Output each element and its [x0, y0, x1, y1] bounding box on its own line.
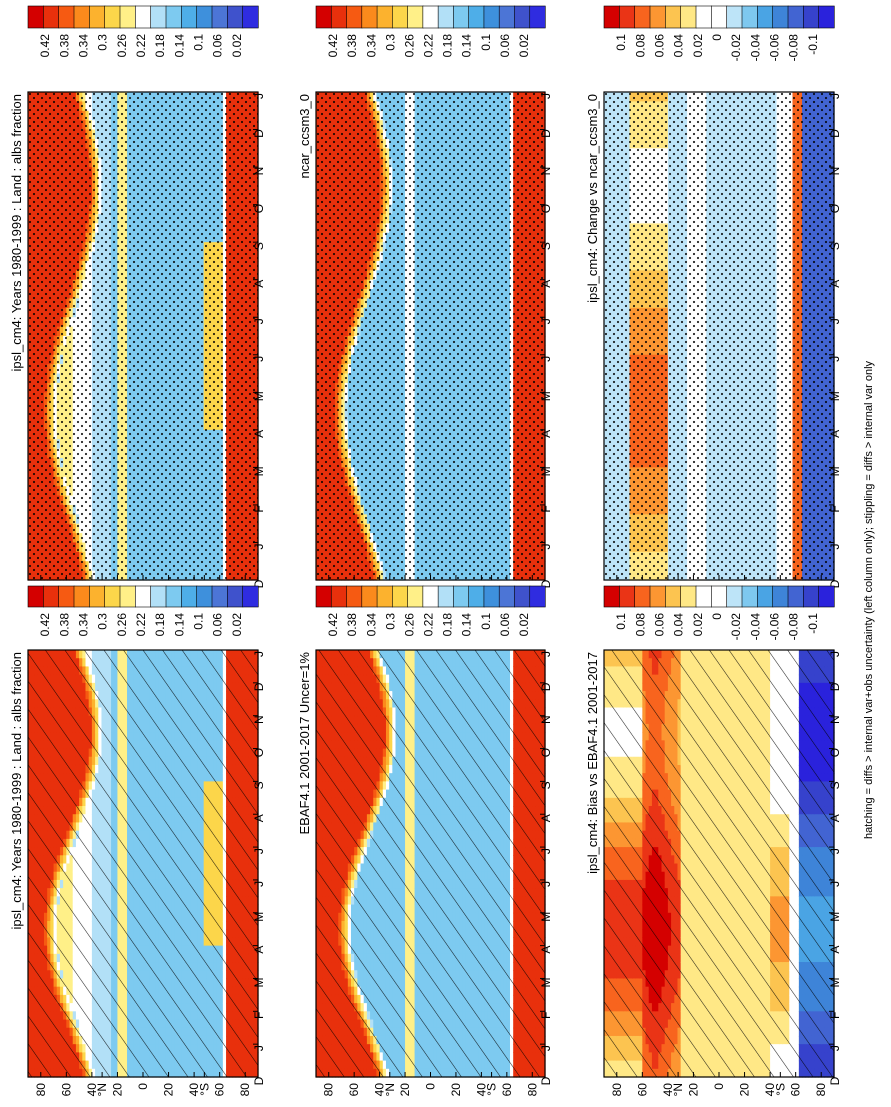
- month-tick-label: D: [252, 682, 266, 691]
- lat-tick-label: °N: [95, 1083, 109, 1096]
- lat-tick-label: 80: [238, 1083, 252, 1097]
- panel-a: 80 60 40°N 20 0 20 40°S 60 80DJFMAMJJASONDJipsl_…: [9, 649, 266, 1097]
- lat-tick-label: 80: [34, 1083, 48, 1097]
- lat-tick-label: 20: [162, 1083, 176, 1097]
- lat-tick-label: 60: [213, 1083, 227, 1097]
- month-tick-label: S: [252, 781, 266, 789]
- lat-tick-label: °S: [197, 1083, 211, 1096]
- month-tick-label: J: [252, 848, 266, 854]
- month-tick-label: J: [252, 881, 266, 887]
- panel-b: 806040°N2002040°S6080DJFMAMJJASONDJipsl_…: [9, 91, 266, 599]
- month-tick-label: J: [252, 651, 266, 657]
- month-tick-label: M: [252, 977, 266, 987]
- panel-title: ipsl_cm4: Years 1980-1999 : Land : albs …: [9, 652, 24, 930]
- month-tick-label: D: [252, 1076, 266, 1085]
- month-tick-label: O: [252, 748, 266, 757]
- lat-tick-label: 60: [59, 1083, 73, 1097]
- month-tick-label: A: [252, 814, 266, 822]
- hatch-overlay: [28, 650, 258, 1077]
- month-tick-label: A: [252, 946, 266, 954]
- month-tick-label: N: [252, 715, 266, 724]
- month-tick-label: M: [252, 912, 266, 922]
- lat-tick-label: 0: [136, 1083, 150, 1090]
- month-tick-label: J: [252, 1045, 266, 1051]
- month-tick-label: F: [252, 1012, 266, 1019]
- lat-tick-label: 20: [110, 1083, 124, 1097]
